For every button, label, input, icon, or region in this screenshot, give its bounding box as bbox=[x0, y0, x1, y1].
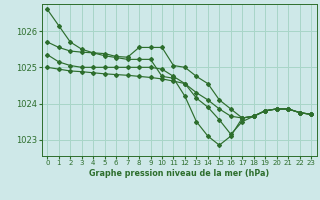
X-axis label: Graphe pression niveau de la mer (hPa): Graphe pression niveau de la mer (hPa) bbox=[89, 169, 269, 178]
